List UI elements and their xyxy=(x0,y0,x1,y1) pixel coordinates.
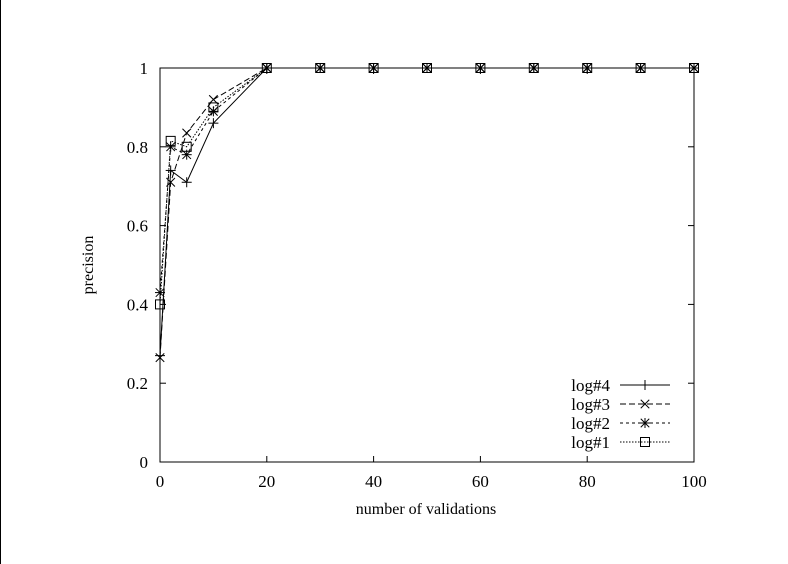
legend-label: log#4 xyxy=(571,376,610,395)
y-tick-label: 0.4 xyxy=(127,295,149,314)
series-line-log4 xyxy=(159,67,694,356)
series-markers xyxy=(155,63,699,363)
page-border xyxy=(0,0,1,564)
plot-border xyxy=(159,67,695,463)
legend-item: log#4 xyxy=(571,376,670,395)
y-tick-label: 0.6 xyxy=(127,217,148,236)
series-line-log3 xyxy=(159,67,694,358)
series-markers-log2 xyxy=(155,63,699,298)
y-tick-label: 1 xyxy=(140,59,149,78)
x-tick-label: 20 xyxy=(258,472,275,491)
series-line-log1 xyxy=(159,67,694,305)
legend-item: log#3 xyxy=(571,395,670,414)
series-lines xyxy=(159,67,694,358)
x-tick-label: 80 xyxy=(579,472,596,491)
y-tick-label: 0.8 xyxy=(127,138,148,157)
series-line-log2 xyxy=(159,67,694,293)
legend-label: log#2 xyxy=(571,414,610,433)
legend-label: log#1 xyxy=(571,433,610,452)
y-axis-label: precision xyxy=(80,236,97,295)
x-tick-label: 60 xyxy=(472,472,489,491)
x-axis-label: number of validations xyxy=(356,501,496,518)
x-tick-label: 40 xyxy=(365,472,382,491)
series-markers-log1 xyxy=(155,63,699,310)
axis-ticks: 0 20 40 60 80 100 0 0.2 0.4 0.6 0.8 1 xyxy=(127,59,707,491)
series-markers-log3 xyxy=(155,63,699,363)
plot-frame xyxy=(159,67,695,463)
x-tick-label: 0 xyxy=(156,472,165,491)
x-tick-label: 100 xyxy=(681,472,707,491)
legend-label: log#3 xyxy=(571,395,610,414)
series-markers-log4 xyxy=(155,63,699,361)
y-tick-label: 0.2 xyxy=(127,374,148,393)
legend-item: log#1 xyxy=(571,433,670,452)
y-tick-label: 0 xyxy=(140,453,149,472)
legend-item: log#2 xyxy=(571,414,670,433)
